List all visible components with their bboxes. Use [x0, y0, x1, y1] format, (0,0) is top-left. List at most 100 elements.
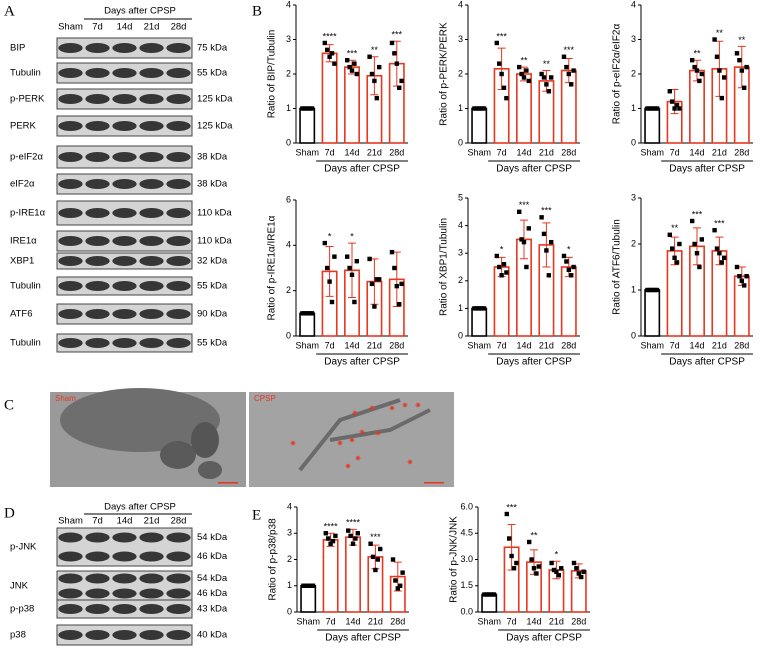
asterisk [338, 440, 342, 446]
x-axis-label: Days after CPSP [324, 164, 400, 175]
data-point [507, 536, 512, 541]
x-tick-label: 28d [561, 147, 576, 157]
data-point [497, 61, 502, 66]
lane-label: 7d [92, 516, 103, 527]
kda-label: 46 kDa [197, 551, 228, 562]
data-point [327, 54, 332, 59]
data-point [712, 228, 717, 233]
band [166, 68, 191, 78]
asterisk [291, 440, 295, 446]
band [166, 309, 191, 319]
protein-label: Tubulin [10, 68, 41, 79]
band [58, 309, 83, 319]
data-point [300, 106, 305, 111]
data-point [559, 566, 564, 571]
data-point [531, 566, 537, 571]
band [112, 68, 137, 78]
lane-label: Sham [58, 516, 83, 527]
y-tick-label: 0 [286, 137, 291, 147]
data-point [353, 536, 358, 541]
band [166, 256, 191, 266]
data-point [697, 78, 702, 84]
x-axis-label: Days after CPSP [496, 357, 572, 368]
band [139, 152, 164, 162]
lane-label: 21d [144, 22, 160, 33]
y-tick-label: 1 [458, 303, 463, 313]
data-point [650, 106, 655, 111]
asterisk [403, 402, 407, 408]
y-tick-label: 1 [287, 580, 292, 590]
band [85, 68, 110, 78]
data-point [472, 306, 477, 311]
x-tick-label: 21d [367, 340, 382, 350]
data-point [494, 253, 499, 259]
kda-label: 55 kDa [197, 68, 228, 79]
data-point [377, 277, 382, 282]
y-axis-label: Ratio of BIP/Tubulin [267, 30, 278, 119]
kda-label: 46 kDa [197, 588, 228, 599]
data-point [389, 40, 395, 46]
data-point [309, 106, 315, 111]
significance: * [567, 244, 571, 254]
x-tick-label: 7d [497, 147, 507, 157]
error-bar [542, 222, 551, 268]
data-point [670, 246, 675, 251]
data-point [354, 259, 359, 264]
data-point [302, 311, 307, 316]
data-point [390, 557, 396, 562]
y-tick-label: 1 [458, 103, 463, 113]
y-tick-label: 3 [286, 34, 291, 44]
data-point [717, 251, 722, 256]
data-point [325, 47, 330, 53]
data-point [742, 283, 747, 288]
data-point [484, 592, 489, 597]
error-bar [520, 219, 528, 260]
data-point [694, 251, 700, 256]
band [166, 179, 191, 189]
lane-label: 14d [117, 22, 133, 33]
band [139, 338, 164, 348]
x-tick-label: 28d [389, 340, 404, 350]
band [85, 256, 110, 266]
data-point [501, 262, 507, 267]
x-tick-label: 28d [734, 147, 749, 157]
data-point [526, 78, 531, 84]
bar [516, 73, 532, 144]
data-point [712, 37, 717, 42]
data-point [305, 106, 310, 111]
data-point [325, 265, 330, 271]
bar [471, 307, 488, 337]
data-point [521, 75, 527, 80]
data-point [566, 71, 571, 77]
kda-label: 110 kDa [197, 208, 232, 219]
data-point [554, 569, 559, 574]
bar [299, 107, 316, 144]
kda-label: 38 kDa [197, 179, 228, 190]
data-point [647, 287, 652, 293]
y-axis-label: Ratio of XBP1/Tubulin [439, 218, 450, 316]
data-point [514, 560, 519, 566]
data-point [737, 58, 742, 63]
data-point [539, 71, 544, 77]
data-point [529, 557, 534, 562]
x-axis-label: Days after CPSP [324, 357, 400, 368]
asterisk [350, 437, 354, 443]
kda-label: 38 kDa [197, 152, 228, 163]
x-tick-label: Sham [467, 340, 491, 350]
bar [481, 593, 498, 613]
data-point [517, 209, 522, 214]
band [58, 604, 83, 614]
band [139, 281, 164, 291]
asterisk [346, 463, 350, 469]
data-point [347, 64, 352, 70]
error-bar [325, 245, 334, 297]
x-tick-label: 28d [734, 340, 749, 350]
x-axis-label: Days after CPSP [669, 164, 745, 175]
data-point [310, 583, 316, 588]
y-tick-label: 1 [286, 103, 291, 113]
y-axis-label: Ratio of ATF6/Tubulin [612, 219, 623, 315]
band [112, 94, 137, 104]
data-point [392, 51, 397, 56]
error-bar [693, 227, 701, 266]
x-tick-label: 21d [368, 616, 383, 626]
